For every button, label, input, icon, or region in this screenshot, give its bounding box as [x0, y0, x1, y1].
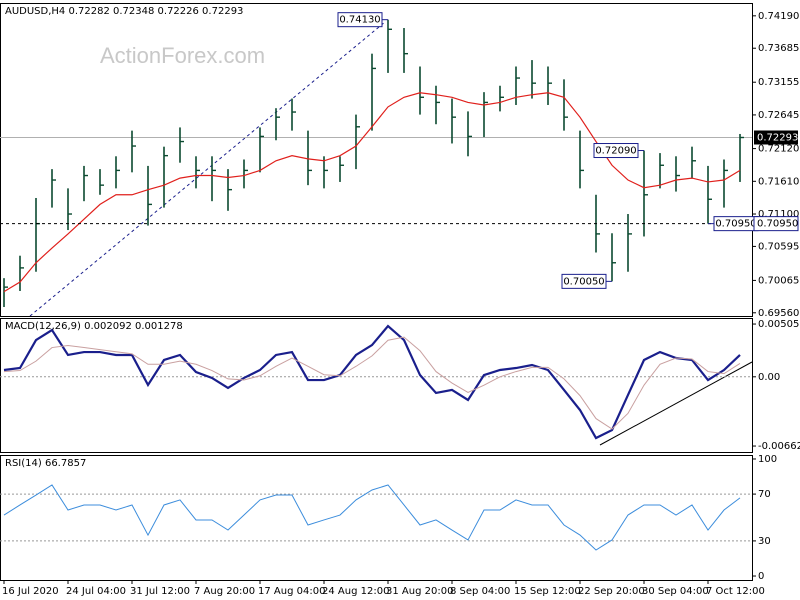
panel-title: MACD(12,26,9) 0.002092 0.001278 [5, 321, 183, 332]
y-tick-label: 70 [758, 489, 771, 500]
series-line [3, 324, 741, 440]
annotation-box [593, 143, 639, 159]
macd-trend-line [599, 361, 753, 446]
x-tick-label: 30 Sep 04:00 [642, 586, 709, 597]
x-tick-label: 24 Aug 12:00 [322, 586, 389, 597]
x-tick-label: 22 Sep 20:00 [578, 586, 645, 597]
x-tick-label: 8 Sep 04:00 [450, 586, 510, 597]
y-tick-label: 0.70065 [758, 275, 799, 286]
x-tick-label: 7 Oct 12:00 [706, 586, 765, 597]
x-tick-label: 7 Aug 20:00 [194, 586, 255, 597]
x-tick-label: 31 Jul 12:00 [130, 586, 190, 597]
trend-line [29, 21, 386, 317]
y-tick-label: 0.71100 [758, 209, 799, 220]
y-tick-label: 0.005052 [758, 319, 800, 330]
annotation-label: 0.72090 [595, 146, 636, 157]
y-tick-label: 0.00 [758, 372, 780, 383]
y-tick-label: 0.71610 [758, 176, 799, 187]
y-tick-label: 100 [758, 454, 777, 465]
series-line [3, 92, 741, 293]
y-tick-label: 0.73155 [758, 77, 799, 88]
x-tick-label: 15 Sep 12:00 [514, 586, 581, 597]
y-tick-label: 0.74190 [758, 11, 799, 22]
x-tick-label: 17 Aug 04:00 [258, 586, 325, 597]
y-tick-label: -0.006629 [758, 441, 800, 452]
axis-price-box [753, 216, 799, 232]
annotation-label: 0.74130 [339, 15, 380, 26]
y-tick-label: 0 [758, 571, 764, 582]
panel-frame [0, 318, 753, 453]
y-tick-label: 0.72645 [758, 110, 799, 121]
series-line [3, 336, 741, 430]
x-tick-label: 31 Aug 20:00 [386, 586, 453, 597]
last-price-label: 0.72293 [757, 133, 798, 144]
y-tick-label: 0.73685 [758, 43, 799, 54]
x-tick-label: 24 Jul 04:00 [66, 586, 126, 597]
panel-title: AUDUSD,H4 0.72282 0.72348 0.72226 0.7229… [5, 6, 243, 17]
y-tick-label: 0.70595 [758, 241, 799, 252]
watermark: ActionForex.com [100, 43, 265, 68]
y-tick-label: 0.69560 [758, 308, 799, 319]
axis-price-label: 0.70950 [757, 219, 798, 230]
y-tick-label: 0.72120 [758, 144, 799, 155]
x-tick-label: 16 Jul 2020 [2, 586, 59, 597]
panel-title: RSI(14) 66.7857 [5, 458, 86, 469]
annotation-label: 0.70950 [715, 219, 756, 230]
series-line [3, 484, 741, 551]
y-tick-label: 30 [758, 536, 771, 547]
last-price-box [754, 130, 798, 145]
annotation-label: 0.70050 [563, 276, 604, 287]
panel-frame [0, 455, 753, 581]
annotation-box [337, 12, 383, 28]
annotation-box [561, 273, 607, 289]
panel-frame [0, 3, 753, 317]
